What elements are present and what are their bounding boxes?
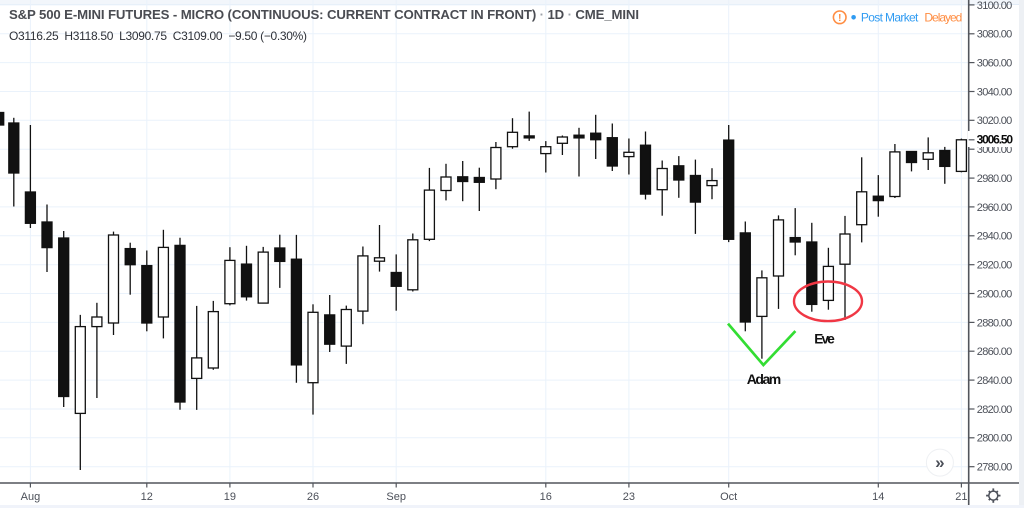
- svg-text:Aug: Aug: [21, 491, 41, 503]
- svg-text:3040.00: 3040.00: [977, 86, 1013, 98]
- svg-text:2920.00: 2920.00: [977, 260, 1013, 272]
- svg-text:23: 23: [623, 491, 635, 503]
- svg-text:3100.00: 3100.00: [977, 0, 1013, 12]
- svg-text:16: 16: [540, 491, 552, 503]
- svg-text:2860.00: 2860.00: [977, 346, 1013, 358]
- svg-text:3006.50: 3006.50: [977, 133, 1014, 147]
- svg-text:3000.00: 3000.00: [977, 144, 1013, 156]
- svg-text:21: 21: [955, 491, 967, 503]
- svg-text:2800.00: 2800.00: [977, 433, 1013, 445]
- svg-text:»: »: [935, 453, 944, 472]
- svg-text:2900.00: 2900.00: [977, 288, 1013, 300]
- svg-text:12: 12: [141, 491, 153, 503]
- svg-text:2780.00: 2780.00: [977, 462, 1013, 474]
- svg-text:2940.00: 2940.00: [977, 231, 1013, 243]
- svg-text:Eve: Eve: [814, 332, 835, 347]
- svg-text:Oct: Oct: [720, 491, 737, 503]
- svg-text:Post Market: Post Market: [861, 11, 919, 25]
- svg-text:2980.00: 2980.00: [977, 173, 1013, 185]
- svg-text:3080.00: 3080.00: [977, 29, 1013, 41]
- svg-text:2820.00: 2820.00: [977, 404, 1013, 416]
- svg-text:S&P 500 E-MINI FUTURES - MICRO: S&P 500 E-MINI FUTURES - MICRO (CONTINUO…: [9, 7, 639, 22]
- svg-text:Delayed: Delayed: [924, 11, 962, 25]
- svg-text:2880.00: 2880.00: [977, 317, 1013, 329]
- svg-text:O3116.25 H3118.50 L3090.75: O3116.25 H3118.50 L3090.75 C3109.00 −9.5…: [9, 29, 307, 43]
- svg-text:26: 26: [307, 491, 319, 503]
- svg-text:Adam: Adam: [747, 371, 782, 387]
- svg-text:19: 19: [224, 491, 236, 503]
- svg-text:2840.00: 2840.00: [977, 375, 1013, 387]
- svg-text:Sep: Sep: [386, 491, 406, 503]
- svg-text:14: 14: [872, 491, 884, 503]
- svg-text:3020.00: 3020.00: [977, 115, 1013, 127]
- svg-text:2960.00: 2960.00: [977, 202, 1013, 214]
- svg-text:3060.00: 3060.00: [977, 58, 1013, 70]
- svg-text:!: !: [838, 12, 842, 24]
